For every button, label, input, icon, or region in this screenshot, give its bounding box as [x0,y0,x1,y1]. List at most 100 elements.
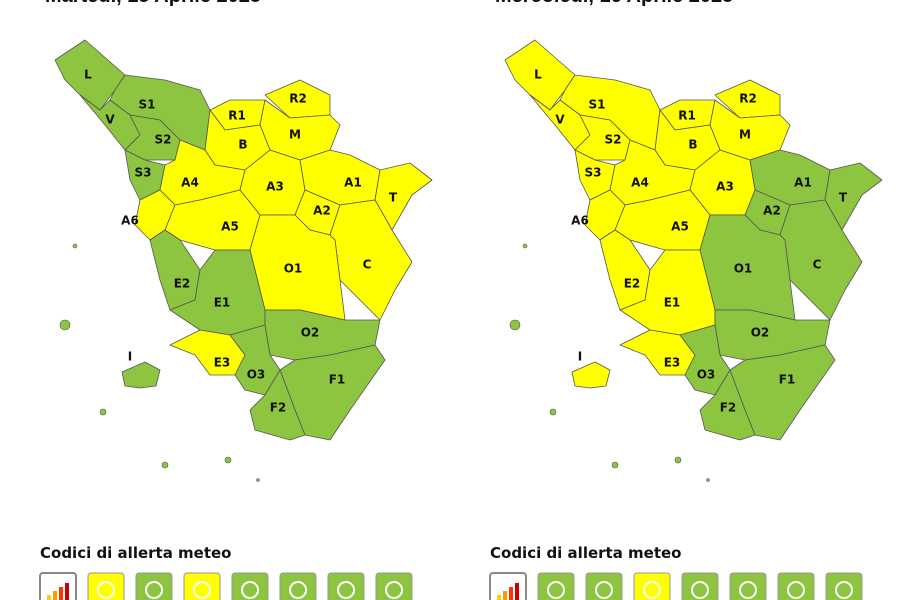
zone-label: L [534,68,542,82]
icon-glyph [739,581,757,599]
zone-label: E2 [624,277,641,291]
zone-label: E3 [214,356,231,370]
zone-label: O2 [751,326,770,340]
zone-label: A3 [266,180,284,194]
alert-icon [681,572,719,600]
zone-label: A4 [631,176,649,190]
icon-glyph [289,581,307,599]
zone-label: A2 [763,204,781,218]
zone-label: T [389,191,398,205]
zone-label: B [238,138,247,152]
zone-label: S3 [135,166,152,180]
island [72,243,78,249]
zone-label: O1 [734,262,753,276]
island [161,461,169,469]
zone-label: A5 [671,220,689,234]
island [509,319,521,331]
zone-label: A3 [716,180,734,194]
map: Martedì, 15 Aprile 2025 L S1 V S2 S3 R2 R1 M B A4 A… [39,0,433,600]
alert-icon [183,572,221,600]
icon-glyph [337,581,355,599]
zone-label: A2 [313,204,331,218]
icon-glyph [145,581,163,599]
zone-label: A4 [181,176,199,190]
zone-label: F2 [720,401,737,415]
zone [264,79,331,119]
icon-glyph [97,581,115,599]
zone-label: M [739,128,751,142]
zone-label: E1 [214,296,231,310]
zone-label: V [105,113,115,127]
zone-label: O1 [284,262,303,276]
alert-icon [135,572,173,600]
zone-label: A6 [121,214,139,228]
zone-label: S1 [589,98,606,112]
zone [571,361,611,389]
alert-icon [825,572,863,600]
zone-label: B [688,138,697,152]
zone-label: A1 [344,176,362,190]
alert-icon [231,572,269,600]
zone [699,369,756,441]
zone-label: O3 [247,368,266,382]
zone-label: C [363,258,372,272]
alert-icon [279,572,317,600]
zone-label: E2 [174,277,191,291]
zone-label: C [813,258,822,272]
zone-label: E3 [664,356,681,370]
zone [504,39,576,111]
alert-icon [87,572,125,600]
island [59,319,71,331]
icon-bar [47,595,51,600]
alert-icon [537,572,575,600]
zone [714,79,781,119]
zone-label: S2 [605,133,622,147]
alert-icon [633,572,671,600]
zone-label: A6 [571,214,589,228]
icon-glyph [241,581,259,599]
island [674,456,682,464]
map: Mercoledì, 16 Aprile 2025 L S1 V S2 S3 R2 R1 M B A… [489,0,883,600]
icon-bar [515,583,519,600]
zone-label: M [289,128,301,142]
alert-icon [777,572,815,600]
alert-icon [729,572,767,600]
zone-label: F1 [329,373,346,387]
island [611,461,619,469]
zone-label: O2 [301,326,320,340]
zone-label: A5 [221,220,239,234]
island [224,456,232,464]
icon-glyph [643,581,661,599]
icon-bar [497,595,501,600]
icon-glyph [193,581,211,599]
zone-label: I [578,350,582,364]
icon-glyph [835,581,853,599]
icon-bar [509,587,513,600]
zone-label: O3 [697,368,716,382]
island [256,478,260,482]
zone-label: L [84,68,92,82]
zone-label: S3 [585,166,602,180]
zone-label: R2 [289,92,307,106]
zone [574,114,631,161]
icon-glyph [547,581,565,599]
zone-label: A1 [794,176,812,190]
legend-title: Codici di allerta meteo [490,544,682,562]
island [549,408,557,416]
zone [54,39,126,111]
zone-label: R1 [228,109,246,123]
map-title: Martedì, 15 Aprile 2025 [45,0,261,7]
icon-bar [59,587,63,600]
zone-label: E1 [664,296,681,310]
zone-label: R2 [739,92,757,106]
island [99,408,107,416]
island [706,478,710,482]
alert-icon [585,572,623,600]
icon-glyph [787,581,805,599]
map-title: Mercoledì, 16 Aprile 2025 [495,0,733,7]
zone-label: T [839,191,848,205]
zone-label: S2 [155,133,172,147]
alert-icon [327,572,365,600]
zone-label: I [128,350,132,364]
